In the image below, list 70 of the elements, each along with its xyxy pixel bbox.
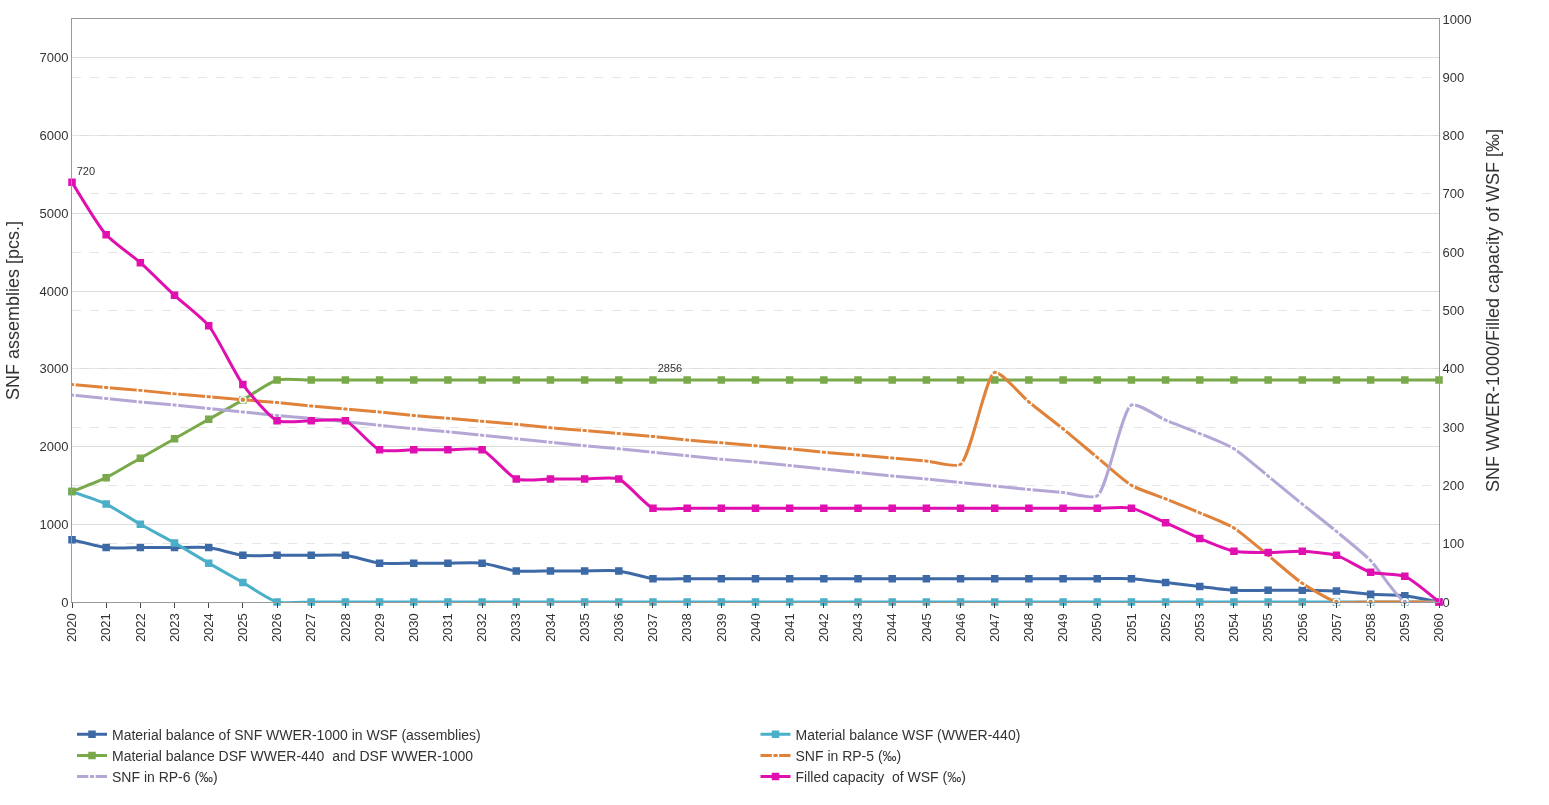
x-tick-label: 2060 <box>1431 613 1447 643</box>
x-tick-label: 2024 <box>200 613 216 643</box>
x-tick-label: 2045 <box>918 613 934 643</box>
y-tick-label: 0 <box>61 594 69 610</box>
x-tick-label: 2051 <box>1123 613 1139 643</box>
y-tick-label: 2000 <box>39 439 69 455</box>
x-tick-label: 2032 <box>474 613 490 643</box>
x-tick-label: 2036 <box>611 613 627 643</box>
x-tick-label: 2056 <box>1294 613 1310 643</box>
x-tick-label: 2035 <box>576 613 592 643</box>
y2-tick-label: 200 <box>1442 477 1465 493</box>
x-tick-label: 2037 <box>645 613 661 643</box>
x-tick-label: 2047 <box>986 613 1002 643</box>
x-tick-label: 2025 <box>235 613 251 643</box>
x-tick-label: 2039 <box>713 613 729 643</box>
x-tick-label: 2022 <box>132 613 148 643</box>
y-tick-label: 5000 <box>39 205 69 221</box>
x-tick-label: 2049 <box>1055 613 1071 643</box>
y-axis-title: SNF assemblies [pcs.] <box>2 220 23 401</box>
y2-tick-label: 700 <box>1442 186 1465 202</box>
x-tick-label: 2038 <box>679 613 695 643</box>
x-tick-label: 2027 <box>303 613 319 643</box>
y2-tick-label: 1000 <box>1442 11 1472 27</box>
data-label: 720 <box>76 164 96 177</box>
x-tick-label: 2053 <box>1191 613 1207 643</box>
x-tick-label: 2041 <box>781 613 797 643</box>
x-tick-label: 2023 <box>166 613 182 643</box>
legend-label: Material balance DSF WWER-440 and DSF WWER-1000 <box>112 747 474 764</box>
y-tick-label: 7000 <box>39 50 69 66</box>
y2-tick-label: 400 <box>1442 361 1465 377</box>
x-tick-label: 2020 <box>64 613 80 643</box>
y2-tick-label: 500 <box>1442 303 1465 319</box>
y2-tick-label: 0 <box>1442 594 1450 610</box>
y-tick-label: 1000 <box>39 516 69 532</box>
y-tick-label: 6000 <box>39 128 69 144</box>
x-tick-label: 2026 <box>269 613 285 643</box>
x-tick-label: 2058 <box>1362 613 1378 643</box>
x-tick-label: 2033 <box>508 613 524 643</box>
x-tick-label: 2028 <box>337 613 353 643</box>
y-tick-label: 3000 <box>39 361 69 377</box>
x-tick-label: 2040 <box>747 613 763 643</box>
x-tick-label: 2046 <box>952 613 968 643</box>
y2-tick-label: 100 <box>1442 536 1465 552</box>
y2-tick-label: 800 <box>1442 128 1465 144</box>
legend-label: Material balance WSF (WWER-440) <box>795 726 1021 743</box>
x-tick-label: 2050 <box>1089 613 1105 643</box>
x-tick-label: 2057 <box>1328 613 1344 643</box>
y-tick-label: 4000 <box>39 283 69 299</box>
legend-label: SNF in RP-6 (‰) <box>112 769 218 786</box>
y2-tick-label: 300 <box>1442 419 1465 435</box>
x-tick-label: 2043 <box>850 613 866 643</box>
y2-tick-label: 900 <box>1442 69 1465 85</box>
x-tick-label: 2030 <box>405 613 421 643</box>
x-tick-label: 2034 <box>542 613 558 643</box>
x-tick-label: 2059 <box>1397 613 1413 643</box>
y2-tick-label: 600 <box>1442 244 1465 260</box>
data-label: 2856 <box>657 362 683 375</box>
x-tick-label: 2052 <box>1157 613 1173 643</box>
legend-label: Material balance of SNF WWER-1000 in WSF (assemblies) <box>112 726 481 743</box>
legend-label: SNF in RP-5 (‰) <box>795 747 902 764</box>
x-tick-label: 2031 <box>440 613 456 643</box>
x-tick-label: 2048 <box>1021 613 1037 643</box>
x-tick-label: 2054 <box>1226 613 1242 643</box>
x-tick-label: 2042 <box>816 613 832 643</box>
x-tick-label: 2021 <box>98 613 114 643</box>
x-tick-label: 2044 <box>884 613 900 643</box>
legend-label: Filled capacity of WSF (‰) <box>795 769 966 786</box>
x-tick-label: 2055 <box>1260 613 1276 643</box>
x-tick-label: 2029 <box>371 613 387 643</box>
y2-axis-title: SNF WWER-1000/Filled capacity of WSF [‰] <box>1482 128 1503 493</box>
